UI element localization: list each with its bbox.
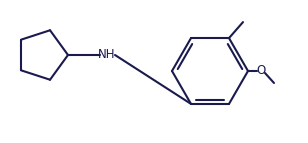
Text: O: O <box>256 64 265 78</box>
Text: NH: NH <box>98 48 116 61</box>
